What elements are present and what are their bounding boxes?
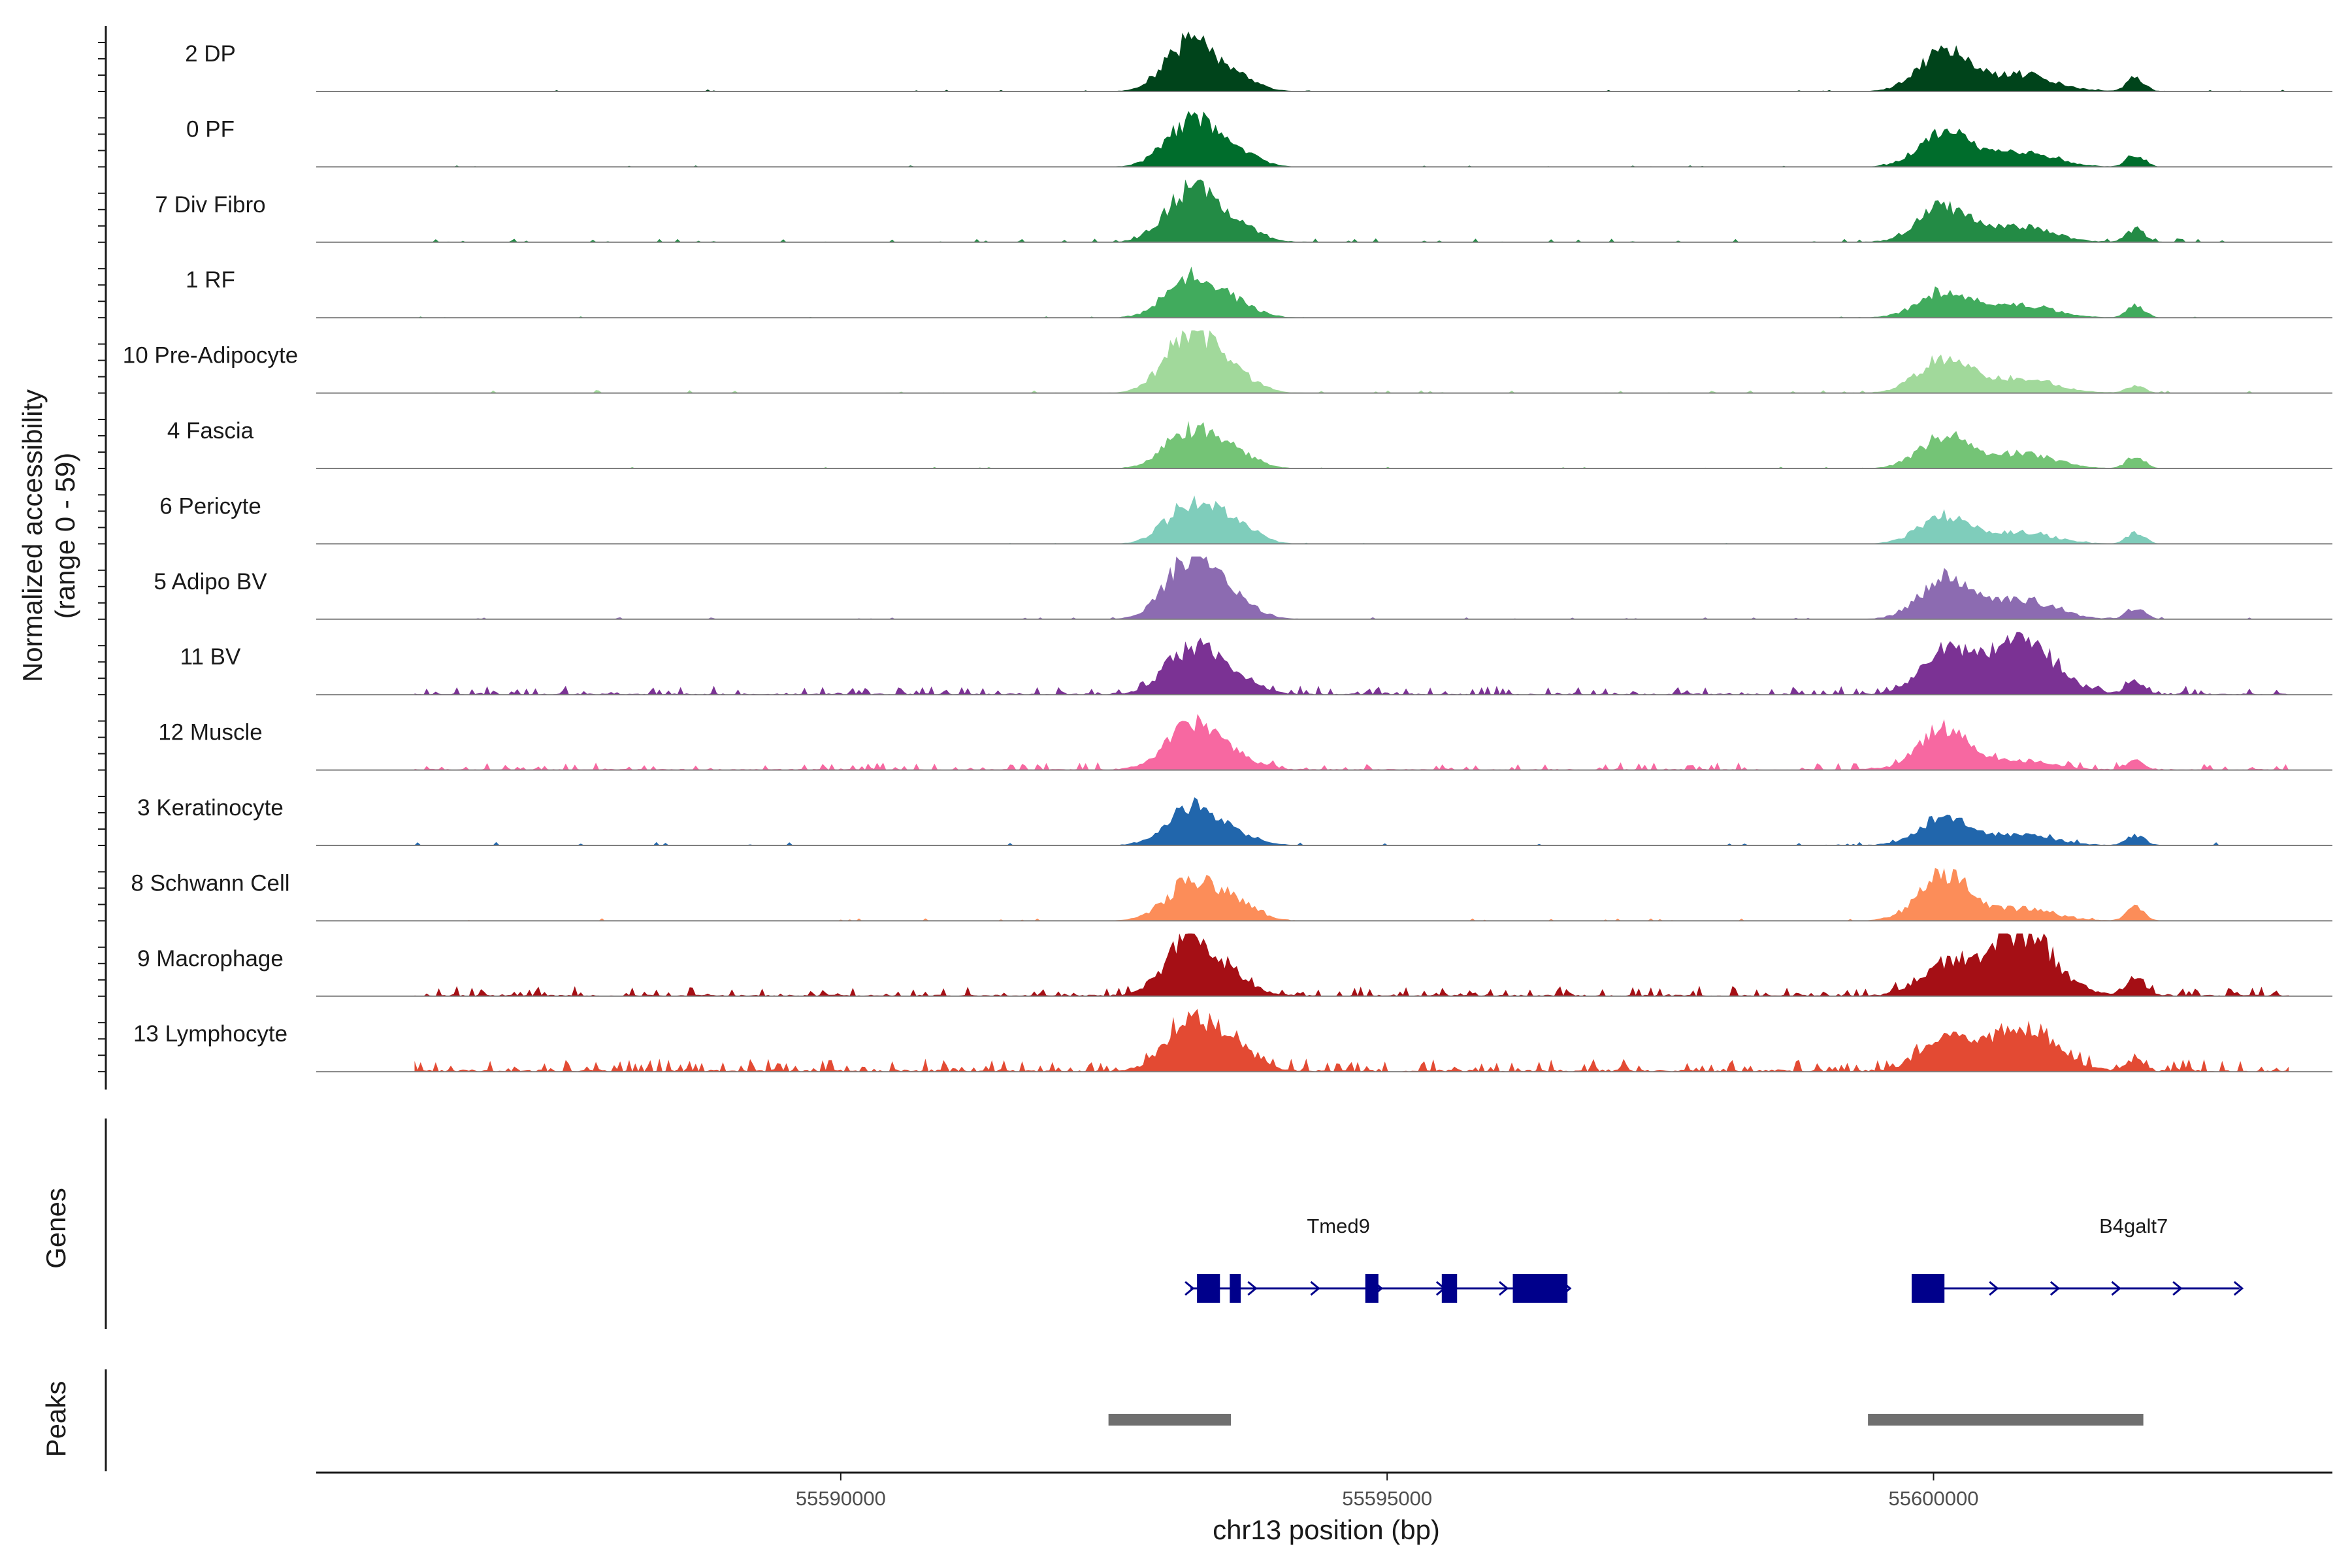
gene-label: B4galt7	[2099, 1215, 2168, 1237]
peaks-panel	[105, 1369, 2144, 1471]
track-1: 2 DP	[185, 31, 2332, 92]
strand-arrow	[2172, 1281, 2183, 1296]
track-label: 13 Lymphocyte	[133, 1021, 287, 1047]
track-9: 11 BV	[180, 632, 2332, 696]
x-tick-label: 55595000	[1342, 1487, 1432, 1510]
strand-arrow	[1435, 1281, 1446, 1296]
strand-arrow	[1927, 1281, 1938, 1296]
strand-arrow	[1184, 1281, 1195, 1296]
x-tick-label: 55600000	[1889, 1487, 1979, 1510]
gene-tmed9: Tmed9	[1184, 1215, 1572, 1303]
track-13: 9 Macrophage	[137, 933, 2332, 997]
accessibility-y-axis	[98, 26, 107, 1090]
track-label: 8 Schwann Cell	[131, 870, 289, 896]
track-signal	[414, 330, 2289, 393]
strand-arrow	[1499, 1281, 1509, 1296]
gene-exon	[1912, 1274, 1945, 1303]
track-label: 10 Pre-Adipocyte	[123, 343, 298, 368]
strand-arrow	[1310, 1281, 1320, 1296]
track-3: 7 Div Fibro	[155, 179, 2332, 243]
x-axis: 55590000 55595000 55600000	[316, 1471, 2332, 1510]
track-signal	[414, 110, 2289, 167]
track-label: 7 Div Fibro	[155, 192, 265, 218]
track-signal	[414, 31, 2289, 91]
strand-arrow	[1561, 1281, 1572, 1296]
track-4: 1 RF	[186, 267, 2332, 319]
track-label: 1 RF	[186, 267, 235, 293]
strand-arrow	[2233, 1281, 2244, 1296]
track-signal	[414, 495, 2289, 544]
track-6: 4 Fascia	[167, 418, 2332, 469]
track-signal	[414, 797, 2289, 845]
track-label: 11 BV	[180, 644, 241, 670]
track-label: 4 Fascia	[167, 418, 254, 444]
gene-exon	[1197, 1274, 1220, 1303]
gene-label: Tmed9	[1307, 1215, 1369, 1237]
track-label: 3 Keratinocyte	[137, 795, 284, 821]
peaks-axis-title: Peaks	[41, 1381, 71, 1458]
track-label: 0 PF	[186, 116, 235, 142]
track-signal	[414, 1009, 2289, 1072]
genes-axis-title: Genes	[41, 1188, 71, 1269]
track-14: 13 Lymphocyte	[133, 1009, 2332, 1073]
gene-exon	[1365, 1274, 1379, 1303]
genes-panel: Tmed9 B4galt7	[105, 1119, 2244, 1329]
track-2: 0 PF	[186, 110, 2332, 168]
track-5: 10 Pre-Adipocyte	[123, 330, 2332, 394]
gene-b4galt7: B4galt7	[1912, 1215, 2244, 1303]
track-signal	[414, 868, 2289, 921]
peak-region-2	[1868, 1414, 2144, 1426]
track-label: 12 Muscle	[158, 720, 263, 745]
track-12: 8 Schwann Cell	[131, 868, 2332, 922]
gene-exon	[1512, 1274, 1568, 1303]
peak-region-1	[1108, 1414, 1231, 1426]
track-signal	[414, 421, 2289, 468]
gene-exon	[1441, 1274, 1458, 1303]
strand-arrow	[1247, 1281, 1258, 1296]
x-axis-title: chr13 position (bp)	[1213, 1514, 1440, 1545]
track-8: 5 Adipo BV	[154, 556, 2332, 620]
strand-arrow	[2111, 1281, 2121, 1296]
y-axis-title: Normalized accessibility	[17, 389, 48, 682]
track-signal	[414, 556, 2289, 619]
accessibility-tracks: 2 DP 0 PF 7 Div Fibro 1 RF 10 Pre-Adipocyte 4…	[123, 31, 2332, 1073]
track-11: 3 Keratinocyte	[137, 795, 2332, 846]
x-tick-label: 55590000	[796, 1487, 886, 1510]
track-label: 2 DP	[185, 41, 236, 67]
track-signal	[414, 933, 2289, 996]
track-7: 6 Pericyte	[159, 493, 2332, 545]
gene-exon	[1230, 1274, 1241, 1303]
axis-titles: Normalized accessibility (range 0 - 59) …	[17, 389, 1440, 1545]
track-signal	[414, 267, 2289, 318]
track-signal	[414, 713, 2289, 770]
track-10: 12 Muscle	[158, 713, 2332, 771]
strand-arrow	[1373, 1281, 1383, 1296]
track-label: 9 Macrophage	[137, 946, 284, 972]
track-signal	[414, 632, 2289, 695]
strand-arrow	[1989, 1281, 1999, 1296]
y-axis-range-title: (range 0 - 59)	[50, 453, 80, 619]
track-label: 5 Adipo BV	[154, 569, 267, 595]
track-label: 6 Pericyte	[159, 493, 261, 519]
strand-arrow	[2050, 1281, 2061, 1296]
track-signal	[414, 179, 2289, 242]
